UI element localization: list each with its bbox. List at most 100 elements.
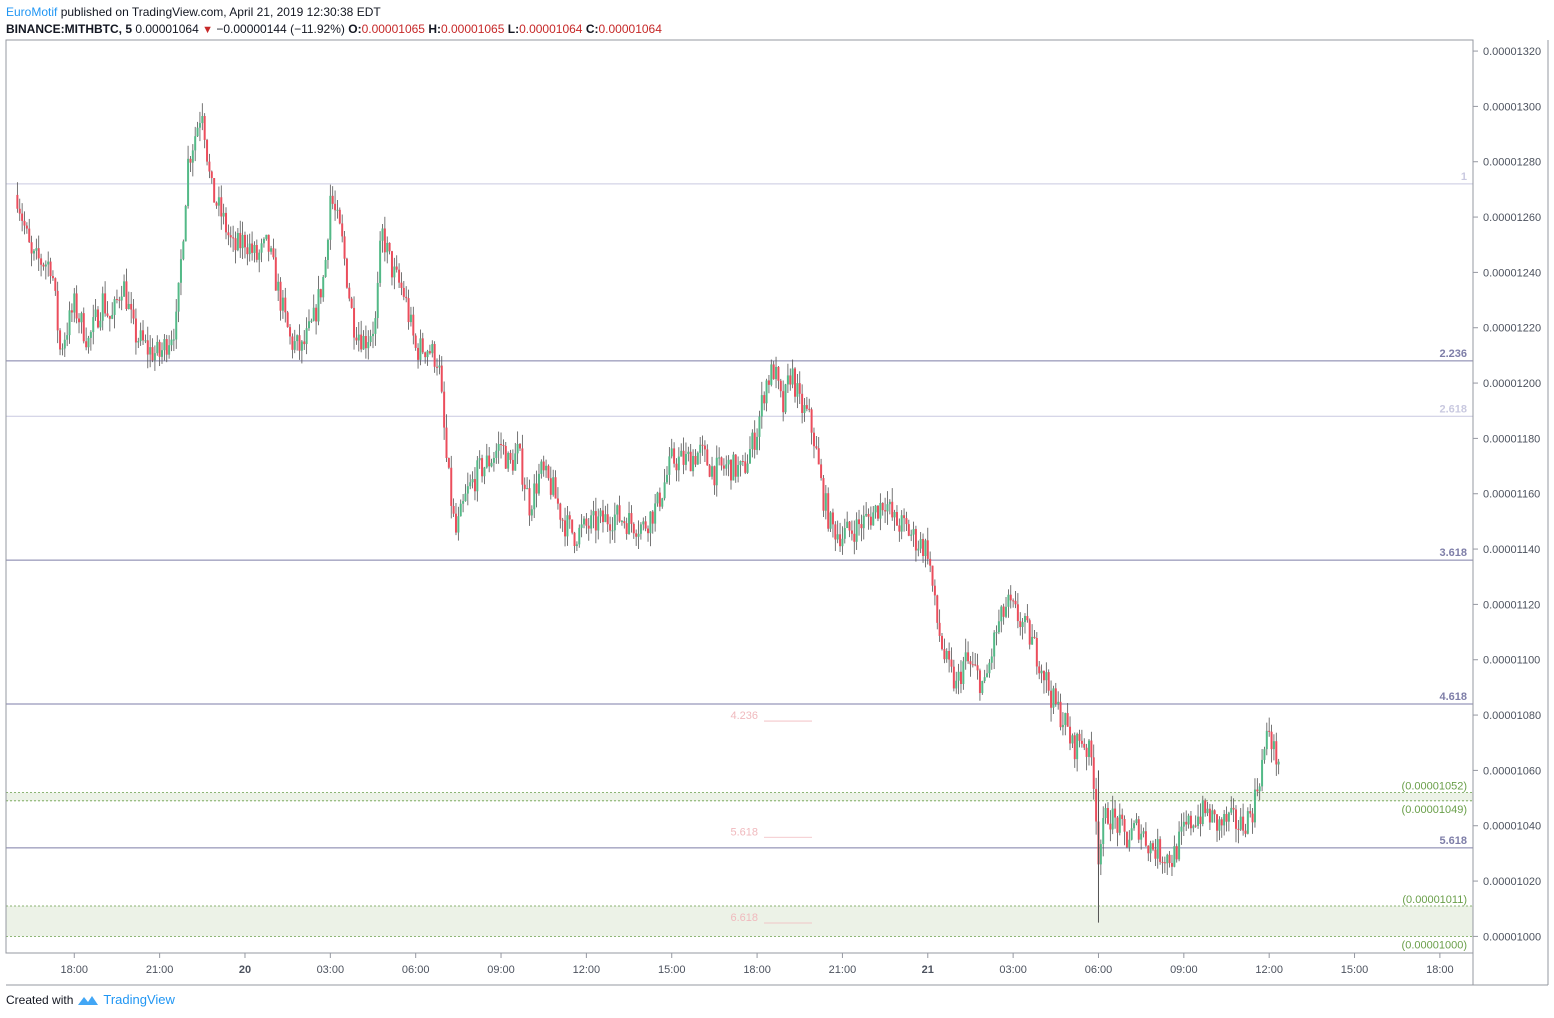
candle-body — [777, 366, 780, 381]
candle-body — [319, 289, 322, 298]
candle-body — [476, 460, 479, 492]
candle-body — [784, 384, 787, 413]
candle-body — [1040, 670, 1043, 674]
candle-body — [426, 351, 429, 358]
candle-body — [599, 510, 602, 517]
candle-body — [357, 334, 360, 341]
low-value: 0.00001064 — [519, 22, 583, 36]
candle-body — [922, 538, 925, 556]
candle-body — [255, 244, 258, 260]
candle-body — [843, 528, 846, 539]
candle-body — [82, 313, 85, 342]
candle-body — [521, 448, 524, 485]
candle-body — [134, 318, 137, 343]
candle-body — [805, 405, 808, 409]
symbol-name[interactable]: BINANCE:MITHBTC, 5 — [6, 22, 132, 36]
candle-body — [163, 339, 166, 351]
candle-body — [59, 330, 62, 350]
candle-body — [1253, 789, 1256, 823]
candle-body — [1163, 862, 1166, 864]
axes: 0.00001000 0.00001020 0.00001040 0.00001060… — [5, 39, 1549, 986]
x-tick-label: 03:00 — [999, 964, 1027, 976]
candle-body — [941, 635, 944, 650]
candle-body — [89, 332, 92, 338]
candle-body — [597, 516, 600, 531]
candle-body — [632, 523, 635, 534]
candle-body — [583, 518, 586, 525]
created-with-text: Created with — [6, 992, 74, 1007]
candle-body — [1066, 713, 1069, 727]
candle-body — [47, 261, 50, 265]
y-tick-label: 0.00001280 — [1483, 157, 1541, 169]
candle-body — [336, 209, 339, 211]
candle-body — [369, 336, 372, 343]
candle-body — [1021, 622, 1024, 628]
candle-body — [715, 457, 718, 486]
candle-body — [708, 465, 711, 477]
candle-body — [398, 269, 401, 283]
candle-body — [101, 293, 104, 321]
candle-body — [1175, 846, 1178, 860]
tradingview-brand[interactable]: TradingView — [103, 992, 175, 1007]
x-tick-label: 15:00 — [658, 964, 686, 976]
open-value: 0.00001065 — [361, 22, 425, 36]
candle-body — [578, 527, 581, 545]
candle-body — [834, 524, 837, 540]
candle-body — [284, 297, 287, 313]
candle-body — [156, 341, 159, 354]
candle-body — [1197, 816, 1200, 826]
candle-body — [722, 465, 725, 469]
y-tick-label: 0.00001260 — [1483, 212, 1541, 224]
candle-body — [258, 252, 261, 260]
candle-body — [1270, 731, 1273, 750]
candle-body — [1059, 701, 1062, 728]
candle-body — [549, 478, 552, 495]
candle-body — [1106, 808, 1109, 824]
candle-body — [362, 336, 365, 350]
candle-body — [130, 303, 133, 310]
candle-body — [571, 519, 574, 533]
candle-body — [1152, 843, 1155, 850]
candle-body — [703, 445, 706, 450]
candle-body — [307, 321, 310, 329]
candle-body — [184, 206, 187, 242]
candle-body — [1173, 846, 1176, 867]
candle-body — [92, 317, 95, 333]
zone-bottom-label: (0.00001000) — [1402, 939, 1467, 951]
author-link[interactable]: EuroMotif — [6, 5, 58, 19]
candle-body — [25, 225, 28, 229]
candle-body — [16, 194, 19, 209]
candle-body — [644, 521, 647, 529]
candle-body — [189, 158, 192, 163]
x-tick-label: 09:00 — [1170, 964, 1198, 976]
candle-body — [948, 651, 951, 660]
candle-body — [891, 501, 894, 518]
candle-body — [1244, 830, 1247, 834]
candle-body — [1218, 819, 1221, 831]
candle-body — [1206, 808, 1209, 814]
candle-body — [1265, 730, 1268, 750]
candle-body — [580, 524, 583, 528]
candle-body — [367, 342, 370, 349]
publish-info: EuroMotif published on TradingView.com, … — [6, 5, 381, 19]
candle-body — [661, 498, 664, 507]
candle-body — [779, 380, 782, 392]
candle-body — [514, 453, 517, 471]
candle-body — [497, 443, 500, 451]
candle-body — [540, 461, 543, 474]
candle-body — [594, 511, 597, 531]
candle-body — [1194, 825, 1197, 827]
candle-body — [568, 515, 571, 520]
candle-body — [153, 353, 156, 361]
candle-body — [21, 213, 24, 221]
candle-body — [108, 315, 111, 319]
candle-body — [106, 313, 109, 316]
candle-body — [893, 512, 896, 518]
candle-body — [251, 243, 254, 253]
candle-body — [177, 282, 180, 312]
candle-body — [654, 503, 657, 524]
candle-body — [796, 383, 799, 397]
candle-body — [1014, 600, 1017, 605]
high-label: H: — [428, 22, 441, 36]
